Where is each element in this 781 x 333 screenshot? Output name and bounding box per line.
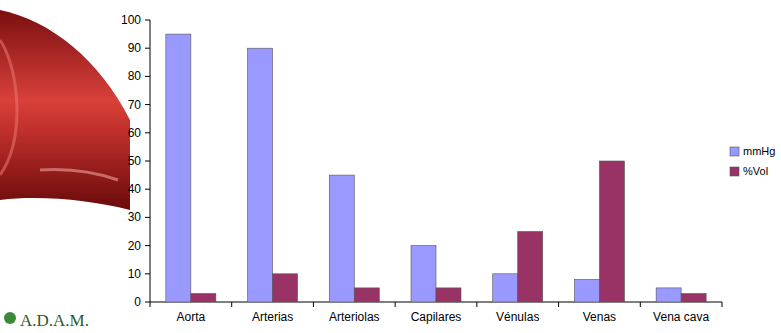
bar	[436, 288, 461, 302]
y-tick-label: 30	[128, 210, 142, 224]
x-tick-label: Vena cava	[653, 310, 709, 324]
x-tick-label: Arteriolas	[329, 310, 380, 324]
bar	[656, 288, 681, 302]
y-tick	[145, 161, 150, 162]
bar	[518, 232, 543, 303]
vessel-illustration	[0, 10, 130, 210]
bars	[166, 34, 706, 302]
y-tick-label: 50	[128, 154, 142, 168]
x-tick	[313, 302, 314, 307]
x-tick-label: Capilares	[411, 310, 462, 324]
y-tick	[145, 245, 150, 246]
x-tick	[395, 302, 396, 307]
y-tick-label: 10	[128, 267, 142, 281]
y-tick-label: 80	[128, 69, 142, 83]
y-tick-label: 70	[128, 98, 142, 112]
y-tick	[145, 302, 150, 303]
bar	[574, 279, 599, 302]
legend-label: mmHg	[743, 145, 775, 157]
bar	[681, 294, 706, 302]
logo-icon	[4, 312, 16, 324]
y-tick	[145, 104, 150, 105]
bar	[493, 274, 518, 302]
x-tick	[640, 302, 641, 307]
bar	[166, 34, 191, 302]
bar	[191, 294, 216, 302]
vessel-rim	[0, 40, 17, 175]
x-tick	[150, 302, 151, 307]
logo-text: A.D.A.M.	[20, 311, 89, 330]
bar	[248, 48, 273, 302]
y-tick-label: 100	[121, 13, 141, 27]
y-tick	[145, 273, 150, 274]
y-tick-label: 90	[128, 41, 142, 55]
y-tick	[145, 20, 150, 21]
x-tick-label: Venas	[583, 310, 616, 324]
legend: mmHg %Vol	[730, 145, 775, 177]
y-tick-label: 60	[128, 126, 142, 140]
bar	[599, 161, 624, 302]
legend-label: %Vol	[743, 165, 768, 177]
y-tick	[145, 132, 150, 133]
x-tick-label: Aorta	[177, 310, 206, 324]
y-tick	[145, 217, 150, 218]
legend-swatch	[730, 147, 739, 156]
y-tick-label: 0	[134, 295, 141, 309]
x-tick	[476, 302, 477, 307]
y-tick-label: 40	[128, 182, 142, 196]
y-tick-label: 20	[128, 239, 142, 253]
bar	[329, 175, 354, 302]
legend-swatch	[730, 167, 739, 176]
x-tick	[231, 302, 232, 307]
bar	[411, 246, 436, 302]
y-tick	[145, 76, 150, 77]
x-tick	[722, 302, 723, 307]
x-tick-label: Arterias	[252, 310, 293, 324]
bar	[273, 274, 298, 302]
chart: A.D.A.M. 0 10 20 30 40 50 60 70 80 90 100 Aorta Arter…	[0, 0, 781, 333]
y-tick	[145, 189, 150, 190]
x-tick-label: Vénulas	[496, 310, 539, 324]
x-tick	[558, 302, 559, 307]
vessel-highlight	[40, 169, 118, 180]
root: A.D.A.M. 0 10 20 30 40 50 60 70 80 90 100 Aorta Arter…	[0, 0, 781, 333]
bar	[354, 288, 379, 302]
y-tick	[145, 48, 150, 49]
